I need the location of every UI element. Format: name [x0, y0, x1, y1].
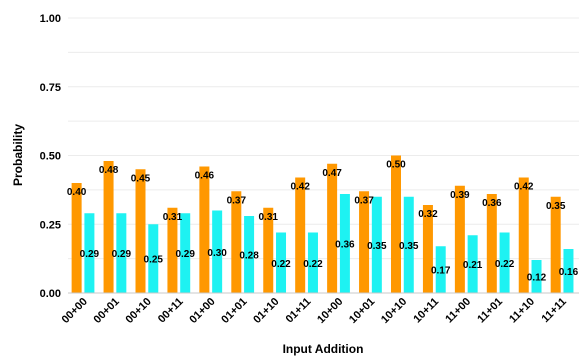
x-tick-label: 10+10: [379, 296, 409, 326]
bar-series-0: [71, 183, 82, 293]
y-tick-label: 0.50: [40, 151, 61, 163]
bar-series-0: [263, 207, 274, 293]
data-label-series-0: 0.42: [290, 182, 310, 193]
data-label-series-0: 0.31: [259, 212, 279, 223]
data-label-series-0: 0.39: [450, 190, 470, 201]
bar-series-0: [390, 155, 401, 293]
bar-series-1: [339, 194, 350, 293]
x-tick-labels: 00+00 00+01 00+10 00+11 01+00 01+01 01+10 01+11…: [60, 296, 569, 326]
bar-series-0: [103, 161, 114, 293]
data-label-series-0: 0.42: [514, 182, 534, 193]
x-tick-label: 01+11: [284, 296, 314, 326]
data-label-series-0: 0.37: [354, 195, 374, 206]
data-label-series-0: 0.47: [322, 168, 342, 179]
bar-series-1: [307, 232, 318, 293]
y-tick-label: 0.00: [40, 288, 61, 300]
y-tick-label: 0.25: [40, 219, 61, 231]
bar-series-0: [295, 177, 306, 293]
data-label-series-1: 0.29: [80, 249, 100, 260]
bar-series-0: [422, 205, 433, 293]
x-tick-label: 01+00: [187, 296, 217, 326]
bar-series-0: [359, 191, 370, 293]
bar-series-1: [531, 260, 542, 293]
data-label-series-1: 0.35: [367, 241, 387, 252]
data-label-series-0: 0.35: [546, 201, 566, 212]
bar-series-1: [563, 249, 574, 293]
y-tick-labels: 0.00 0.25 0.50 0.75 1.00: [40, 13, 61, 300]
x-tick-label: 01+01: [219, 296, 249, 326]
bar-series-1: [276, 232, 287, 293]
bar-series-1: [244, 216, 255, 293]
data-label-series-0: 0.32: [418, 209, 438, 220]
x-tick-label: 00+11: [156, 296, 186, 326]
x-tick-label: 10+11: [411, 296, 441, 326]
bar-series-0: [486, 194, 497, 293]
x-tick-label: 11+01: [475, 296, 505, 326]
bar-series-1: [467, 235, 478, 293]
x-tick-label: 10+01: [347, 296, 377, 326]
bar-series-0: [167, 207, 178, 293]
data-label-series-0: 0.37: [227, 195, 247, 206]
bar-series-1: [371, 196, 382, 293]
data-label-series-0: 0.46: [195, 171, 215, 182]
bar-series-1: [435, 246, 446, 293]
bar-series-0: [231, 191, 242, 293]
data-label-series-0: 0.45: [131, 173, 151, 184]
bar-series-1: [403, 196, 414, 293]
x-tick-label: 01+10: [251, 296, 281, 326]
bars: [71, 155, 574, 293]
bar-series-0: [454, 185, 465, 293]
data-label-series-1: 0.12: [527, 273, 547, 284]
data-label-series-0: 0.36: [482, 198, 502, 209]
data-label-series-1: 0.29: [175, 249, 195, 260]
bar-series-0: [518, 177, 529, 293]
data-label-series-1: 0.17: [431, 266, 451, 277]
data-label-series-1: 0.22: [495, 259, 515, 270]
bar-series-1: [499, 232, 510, 293]
bar-series-1: [180, 213, 191, 293]
x-axis-title: Input Addition: [283, 342, 364, 356]
bar-series-0: [327, 163, 338, 293]
data-label-series-1: 0.21: [463, 260, 483, 271]
x-tick-label: 00+00: [60, 296, 90, 326]
data-label-series-1: 0.16: [559, 267, 579, 278]
data-label-series-1: 0.22: [271, 259, 291, 270]
x-tick-label: 00+01: [92, 296, 122, 326]
y-axis-title: Probability: [11, 124, 25, 186]
y-tick-label: 1.00: [40, 13, 61, 25]
x-tick-label: 10+00: [315, 296, 345, 326]
data-label-series-1: 0.30: [207, 248, 227, 259]
data-label-series-1: 0.35: [399, 241, 419, 252]
data-labels: 0.40 0.29 0.48 0.29 0.45 0.25 0.31 0.29 0.46 0.30…: [67, 160, 579, 284]
bar-series-1: [84, 213, 95, 293]
x-tick-label: 11+11: [540, 296, 569, 325]
data-label-series-0: 0.31: [163, 212, 183, 223]
x-tick-label: 11+00: [443, 296, 473, 326]
data-label-series-1: 0.29: [112, 249, 132, 260]
data-label-series-1: 0.22: [303, 259, 323, 270]
bar-series-1: [148, 224, 159, 293]
bar-series-0: [550, 196, 561, 293]
y-tick-label: 0.75: [40, 82, 61, 94]
bar-series-1: [212, 210, 223, 293]
data-label-series-1: 0.25: [144, 255, 164, 266]
bar-series-1: [116, 213, 127, 293]
bar-series-0: [199, 166, 210, 293]
data-label-series-0: 0.48: [99, 165, 119, 176]
bar-series-0: [135, 169, 146, 293]
data-label-series-0: 0.40: [67, 187, 87, 198]
data-label-series-1: 0.28: [239, 251, 259, 262]
x-tick-label: 11+10: [507, 296, 537, 326]
x-tick-label: 00+10: [123, 296, 153, 326]
data-label-series-1: 0.36: [335, 240, 355, 251]
data-label-series-0: 0.50: [386, 160, 406, 171]
